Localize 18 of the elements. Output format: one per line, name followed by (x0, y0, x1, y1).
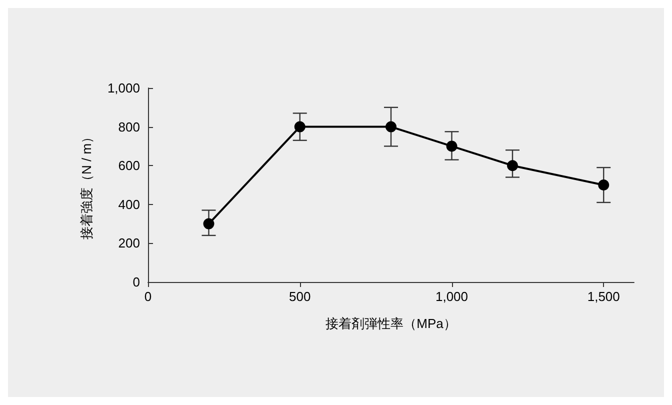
x-tick-label: 500 (289, 289, 311, 304)
point (446, 140, 458, 152)
point (507, 160, 518, 172)
y-axis-title: 接着強度（N / m） (79, 130, 94, 240)
point (386, 121, 396, 132)
y-tick-label: 0 (132, 274, 140, 290)
x-axis-title: 接着剤弾性率（MPa） (326, 316, 456, 331)
point (203, 218, 214, 230)
y-tick-label: 400 (118, 196, 140, 212)
y-tick-label: 600 (118, 158, 140, 174)
point (598, 180, 610, 190)
x-tick-label: 0 (144, 289, 152, 304)
x-tick-label: 1,000 (435, 289, 468, 304)
point (294, 121, 306, 132)
y-tick-label: 1,000 (107, 80, 140, 96)
y-tick-label: 800 (118, 119, 140, 134)
y-tick-label: 200 (118, 236, 140, 251)
x-tick-label: 1,500 (587, 289, 620, 304)
